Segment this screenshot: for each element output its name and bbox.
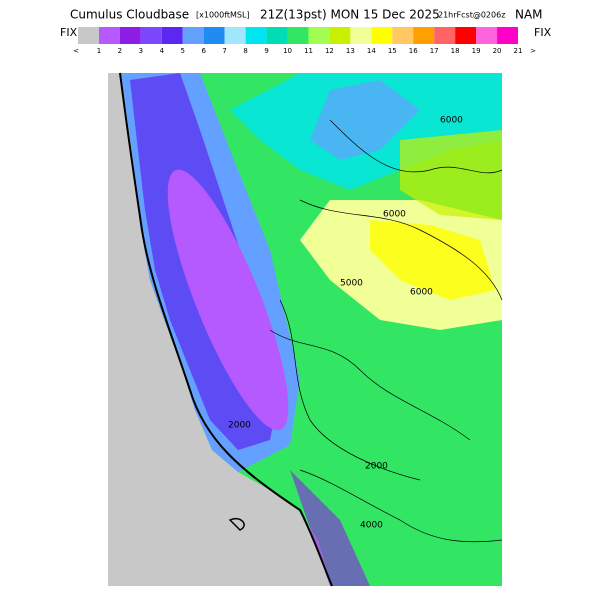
contour-line: [279, 299, 421, 481]
scale-label: 7: [222, 47, 226, 55]
map: 6000 6000 5000 6000 2000 2000 4000: [108, 72, 503, 587]
contour-label: 2000: [228, 421, 251, 431]
island: [228, 518, 245, 531]
scale-swatch: [392, 27, 414, 44]
scale-swatch: [497, 27, 518, 44]
scale-label: 8: [243, 47, 247, 55]
contour-line: [299, 469, 503, 543]
contour-label: 6000: [410, 288, 433, 298]
scale-swatch: [203, 27, 225, 44]
scale-swatch: [476, 27, 498, 44]
contour-label: 5000: [340, 279, 363, 289]
title-units: [x1000ftMSL]: [196, 11, 250, 20]
scale-label: >: [530, 47, 536, 55]
contour-line: [299, 199, 503, 301]
scale-label: 6: [201, 47, 206, 55]
scale-label: 4: [160, 47, 165, 55]
contour-line: [329, 119, 503, 174]
scale-swatch: [78, 27, 99, 44]
scale-label: 3: [139, 47, 143, 55]
scale-label: 20: [493, 47, 502, 55]
scale-label: <: [73, 47, 79, 55]
contours: [119, 72, 503, 587]
scale-label: 21: [514, 47, 523, 55]
contour-line: [269, 329, 471, 441]
scale-label: 2: [118, 47, 122, 55]
coastal-purple: [290, 470, 370, 586]
scale-label: 9: [264, 47, 268, 55]
scale-swatch: [434, 27, 456, 44]
scale-label: 13: [346, 47, 355, 55]
contour-label: 6000: [383, 210, 406, 220]
scale-label: 16: [409, 47, 418, 55]
fix-left: FIX: [60, 26, 78, 39]
scale-swatch: [308, 27, 330, 44]
coastline: [119, 72, 333, 587]
scale-swatch: [413, 27, 435, 44]
scale-swatch: [350, 27, 372, 44]
scale-swatch: [161, 27, 183, 44]
scale-label: 5: [181, 47, 185, 55]
title-text: Cumulus Cloudbase: [70, 8, 189, 22]
scale-swatch: [140, 27, 162, 44]
scale-swatch: [329, 27, 351, 44]
color-scale: <1 2 3 4 5 6 7 8 9 10 11 12 13 14 15 16 17 18 19 20 21 >: [73, 27, 536, 55]
contour-label: 4000: [360, 521, 383, 531]
scale-label: 11: [304, 47, 313, 55]
fix-right: FIX: [534, 26, 552, 39]
title: Cumulus Cloudbase [x1000ftMSL] 21Z(13pst…: [70, 8, 543, 22]
lime-region: [400, 130, 502, 220]
scale-swatch: [245, 27, 267, 44]
title-time: 21Z(13pst) MON 15 Dec 2025: [260, 8, 440, 22]
yellow-core: [370, 220, 495, 300]
scale-swatch: [98, 27, 120, 44]
scale-label: 19: [472, 47, 481, 55]
scale-label: 15: [388, 47, 397, 55]
contour-label: 2000: [365, 462, 388, 472]
scale-label: 12: [325, 47, 334, 55]
scale-label: 17: [430, 47, 439, 55]
contour-labels: 6000 6000 5000 6000 2000 2000 4000: [228, 116, 463, 531]
scale-swatch: [287, 27, 309, 44]
scale-swatch: [455, 27, 477, 44]
scale-swatch: [182, 27, 204, 44]
title-forecast: 21hrFcst@0206z: [438, 11, 505, 20]
scale-swatch: [119, 27, 141, 44]
title-model: NAM: [515, 8, 543, 22]
scale-label: 10: [283, 47, 292, 55]
scale-label: 1: [97, 47, 101, 55]
scale-swatch: [371, 27, 393, 44]
scale-swatch: [224, 27, 246, 44]
scale-swatch: [266, 27, 288, 44]
contour-label: 6000: [440, 116, 463, 126]
scale-label: 14: [367, 47, 376, 55]
blue-region: [310, 80, 420, 160]
scale-label: 18: [451, 47, 460, 55]
valley: [167, 169, 289, 431]
